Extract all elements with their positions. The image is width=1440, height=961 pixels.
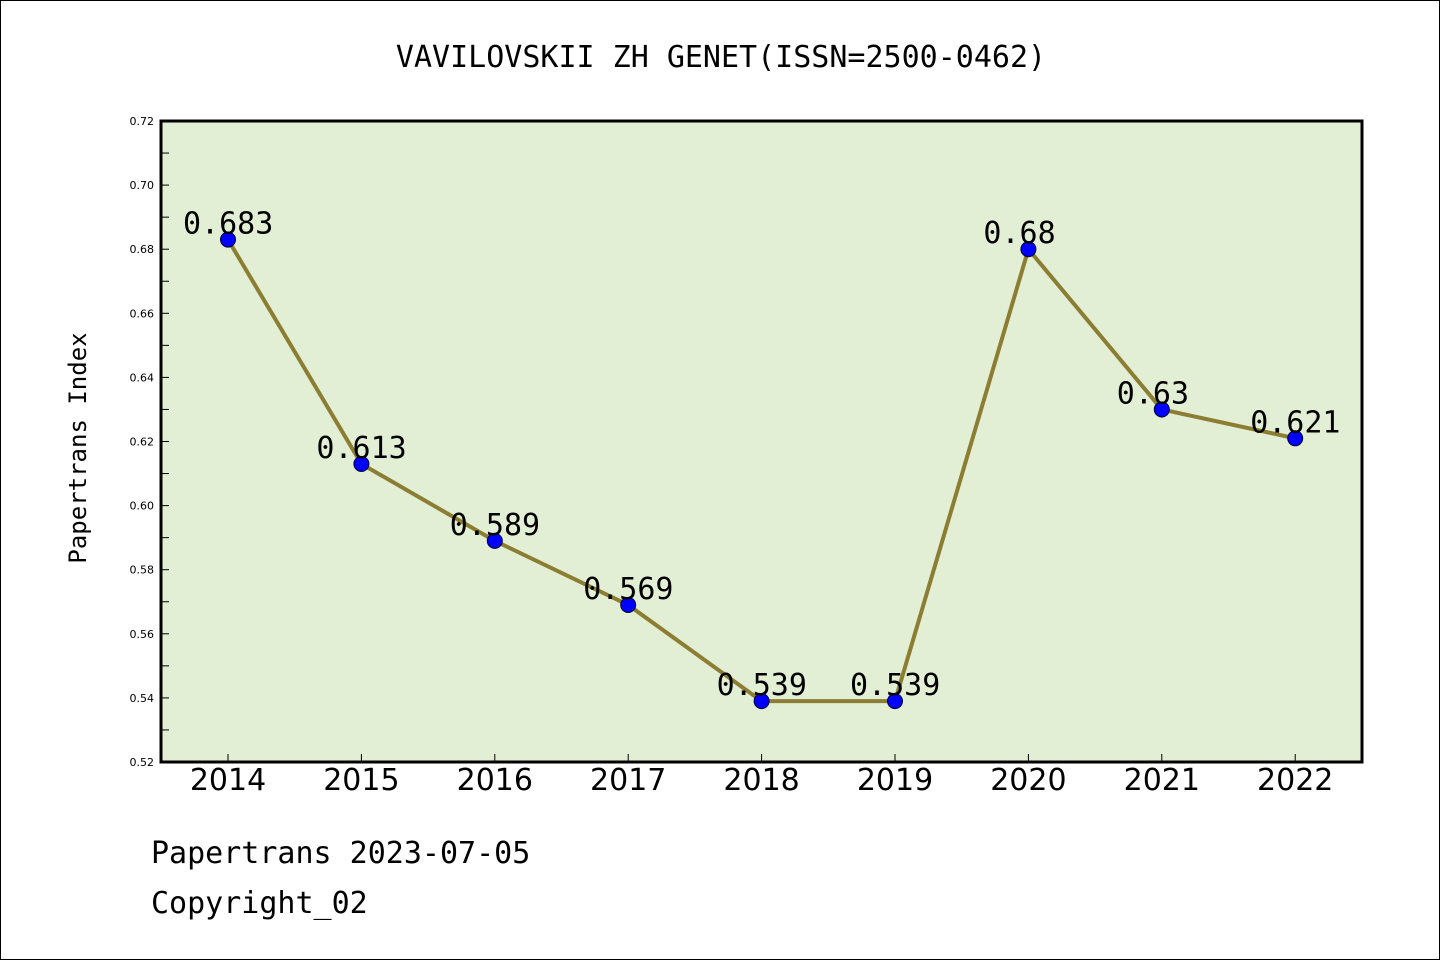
data-point: [753, 693, 770, 710]
y-tick-label: 0.54: [130, 692, 155, 705]
data-label: 0.621: [1250, 405, 1340, 440]
data-label: 0.613: [316, 431, 406, 466]
y-axis: 0.52 0.54 0.56 0.58 0.60 0.62 0.64 0.66 0.68 0.70…: [130, 115, 169, 769]
footer-date: Papertrans 2023-07-05: [151, 836, 531, 871]
y-tick-label: 0.60: [130, 500, 155, 513]
plot-border: [159, 119, 1364, 764]
x-tick-label: 2020: [990, 763, 1066, 798]
y-axis-label: Papertrans Index: [64, 332, 92, 563]
data-series: 0.683 0.613 0.589 0.569 0.539 0.539 0.68 0.63 0.…: [183, 207, 1341, 710]
y-tick-label: 0.58: [130, 564, 155, 577]
footer-copyright: Copyright_02: [151, 886, 368, 921]
data-label: 0.63: [1117, 376, 1189, 411]
x-tick-label: 2018: [723, 763, 799, 798]
y-tick-label: 0.68: [130, 243, 155, 256]
y-tick-label: 0.52: [130, 756, 155, 769]
y-tick-label: 0.64: [130, 371, 155, 384]
data-label: 0.589: [450, 508, 540, 543]
data-point: [220, 231, 236, 248]
data-point: [486, 532, 503, 549]
data-point: [1020, 241, 1037, 258]
y-tick-label: 0.56: [130, 628, 155, 641]
y-tick-label: 0.72: [130, 115, 155, 128]
data-label: 0.569: [583, 572, 673, 607]
x-tick-label: 2015: [323, 763, 399, 798]
data-label: 0.539: [850, 668, 940, 703]
data-point: [1287, 430, 1304, 447]
y-tick-label: 0.66: [130, 307, 155, 320]
data-label: 0.68: [983, 216, 1055, 251]
x-tick-label: 2014: [190, 763, 266, 798]
x-axis: 2014 2015 2016 2017 2018 2019 2020 2021 2022: [190, 754, 1333, 798]
data-point: [620, 596, 637, 613]
x-tick-label: 2019: [857, 763, 933, 798]
data-label: 0.539: [717, 668, 807, 703]
x-tick-label: 2017: [590, 763, 666, 798]
chart-title: VAVILOVSKII ZH GENET(ISSN=2500-0462): [396, 40, 1046, 75]
y-tick-label: 0.62: [130, 436, 155, 449]
data-point: [353, 455, 370, 472]
x-tick-label: 2021: [1124, 763, 1200, 798]
plot-area: [161, 121, 1362, 762]
x-tick-label: 2022: [1257, 763, 1333, 798]
data-label: 0.683: [183, 207, 273, 242]
data-point: [887, 693, 903, 710]
x-tick-label: 2016: [457, 763, 533, 798]
y-tick-label: 0.70: [130, 179, 155, 192]
data-point: [1153, 401, 1170, 418]
